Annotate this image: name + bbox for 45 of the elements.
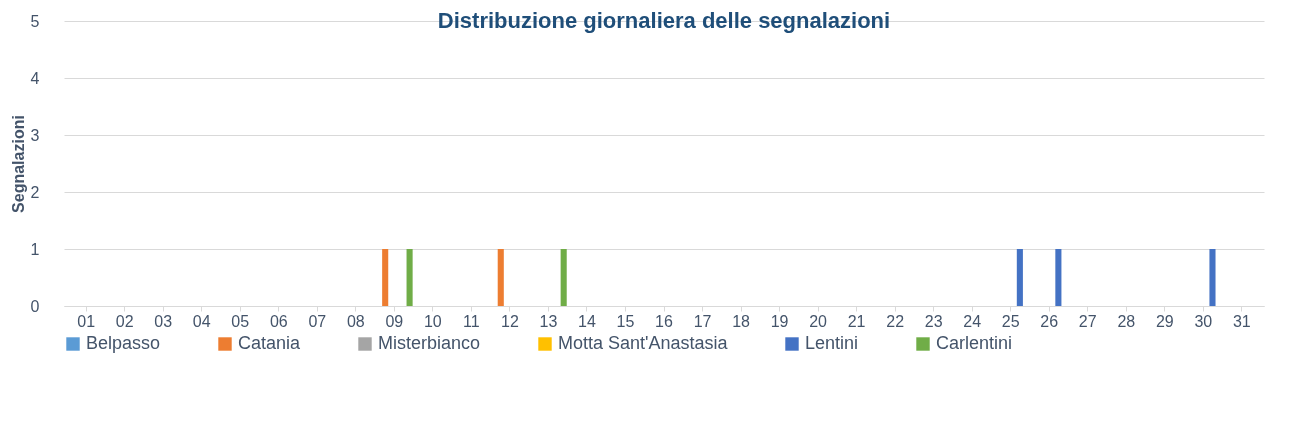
x-tick-label: 28 [1117, 312, 1136, 330]
x-tick-label: 30 [1194, 312, 1213, 330]
legend-label: Catania [238, 333, 302, 353]
legend-label: Misterbianco [378, 333, 481, 353]
x-tick-label: 26 [1040, 312, 1059, 330]
legend-label: Motta Sant'Anastasia [558, 333, 729, 353]
y-tick-label: 3 [30, 126, 40, 144]
x-tick-label: 05 [231, 312, 250, 330]
x-tick-label: 22 [886, 312, 905, 330]
y-tick-label: 2 [30, 183, 40, 201]
x-tick-label: 06 [269, 312, 288, 330]
x-tick-label: 12 [501, 312, 519, 330]
y-tick-label: 0 [30, 297, 40, 315]
x-tick-label: 07 [308, 312, 327, 330]
x-tick-label: 16 [655, 312, 673, 330]
x-tick-label: 13 [539, 312, 558, 330]
y-axis-title: Segnalazioni [9, 115, 27, 213]
x-tick-label: 14 [578, 312, 596, 330]
x-tick-label: 19 [770, 312, 789, 330]
legend-label: Belpasso [86, 333, 161, 353]
chart-title: Distribuzione giornaliera delle segnalazioni [437, 8, 891, 33]
x-tick-label: 10 [423, 312, 442, 330]
x-tick-label: 23 [924, 312, 943, 330]
x-tick-label: 09 [385, 312, 404, 330]
y-tick-label: 1 [30, 240, 40, 258]
x-tick-label: 15 [616, 312, 635, 330]
x-tick-label: 24 [963, 312, 982, 330]
x-tick-label: 20 [809, 312, 828, 330]
x-tick-label: 01 [77, 312, 96, 330]
x-tick-label: 17 [693, 312, 712, 330]
legend-label: Carlentini [936, 333, 1013, 353]
x-tick-label: 18 [732, 312, 751, 330]
x-tick-label: 29 [1155, 312, 1174, 330]
x-tick-label: 27 [1078, 312, 1097, 330]
x-tick-label: 25 [1001, 312, 1020, 330]
x-tick-label: 21 [847, 312, 866, 330]
x-tick-label: 31 [1232, 312, 1251, 330]
x-tick-label: 02 [115, 312, 134, 330]
x-tick-label: 08 [346, 312, 365, 330]
x-tick-label: 04 [192, 312, 211, 330]
legend-label: Lentini [805, 333, 859, 353]
x-tick-label: 03 [154, 312, 173, 330]
y-tick-label: 4 [30, 69, 40, 87]
x-tick-label: 11 [463, 312, 480, 330]
y-tick-label: 5 [30, 12, 40, 30]
